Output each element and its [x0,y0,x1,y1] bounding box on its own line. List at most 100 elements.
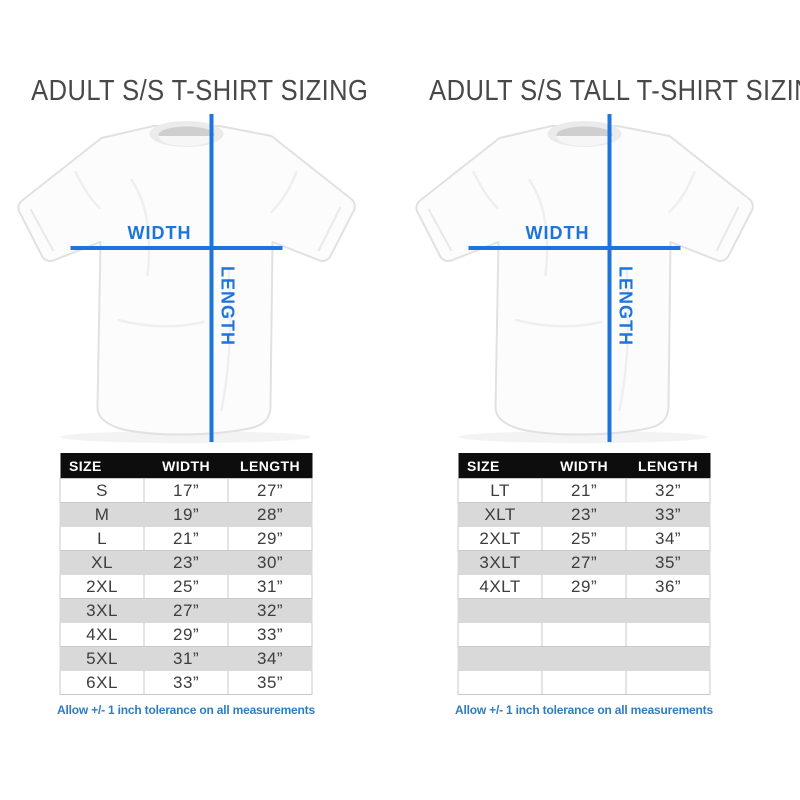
tolerance-note: Allow +/- 1 inch tolerance on all measur… [57,703,315,717]
table-row: 2XLT 25” 34” [457,526,711,551]
shirt-shadow [60,431,311,443]
cell-length [625,598,711,623]
sizing-panel-tall: ADULT S/S TALL T-SHIRT SIZING [408,0,800,800]
width-label: WIDTH [526,223,590,243]
cell-size: LT [457,478,543,503]
cell-size: 6XL [59,670,145,695]
tshirt-graphic: WIDTH LENGTH [415,114,754,443]
cell-length: 32” [227,598,313,623]
collar-front [158,136,215,146]
size-table-tall: SIZE WIDTH LENGTH LT 21” 32” XLT 23” 33”… [457,453,711,695]
table-row: 3XL 27” 32” [59,598,313,623]
cell-length [625,622,711,647]
panel-title: ADULT S/S TALL T-SHIRT SIZING [429,75,800,107]
cell-width: 33” [143,670,229,695]
cell-size: M [59,502,145,527]
shirt-body [415,125,754,436]
cell-length: 34” [227,646,313,671]
length-label: LENGTH [218,266,238,346]
width-label: WIDTH [128,223,192,243]
table-row: 6XL 33” 35” [59,670,313,695]
header-width: WIDTH [144,453,229,479]
right-cuff-seam [317,206,342,252]
cell-size: S [59,478,145,503]
table-row: 3XLT 27” 35” [457,550,711,575]
cell-size [457,598,543,623]
cell-length [625,670,711,695]
cell-size: XLT [457,502,543,527]
tshirt-image-regular: WIDTH LENGTH [14,110,359,448]
header-length: LENGTH [626,453,710,479]
tshirt-graphic: WIDTH LENGTH [17,114,356,443]
cell-size: 4XLT [457,574,543,599]
table-row: XL 23” 30” [59,550,313,575]
size-table-regular: SIZE WIDTH LENGTH S 17” 27” M 19” 28” L [59,453,313,695]
cell-size: XL [59,550,145,575]
table-header-row: SIZE WIDTH LENGTH [60,453,312,479]
cell-width: 23” [143,550,229,575]
cell-width: 29” [143,622,229,647]
table-row-empty [457,646,711,671]
cell-width: 19” [143,502,229,527]
cell-width: 31” [143,646,229,671]
cell-width [541,646,627,671]
cell-length: 32” [625,478,711,503]
table-row-empty [457,622,711,647]
table-row: 5XL 31” 34” [59,646,313,671]
right-cuff-seam [715,206,740,252]
cell-length: 35” [625,550,711,575]
table-row: LT 21” 32” [457,478,711,503]
cell-size: 4XL [59,622,145,647]
cell-size [457,622,543,647]
fabric-wrinkles [74,170,298,412]
cell-length: 27” [227,478,313,503]
table-row: L 21” 29” [59,526,313,551]
cell-size [457,670,543,695]
left-cuff-seam [29,208,55,252]
cell-width: 23” [541,502,627,527]
table-row-empty [457,670,711,695]
cell-width: 21” [541,478,627,503]
cell-length: 30” [227,550,313,575]
cell-width: 25” [541,526,627,551]
cell-width [541,670,627,695]
cell-length: 33” [227,622,313,647]
header-size: SIZE [458,453,543,479]
cell-length: 36” [625,574,711,599]
cell-size: 2XL [59,574,145,599]
cell-size: L [59,526,145,551]
cell-width: 27” [143,598,229,623]
header-size: SIZE [60,453,145,479]
left-cuff-seam [427,208,453,252]
cell-length [625,646,711,671]
shirt-body [17,125,356,436]
cell-width: 17” [143,478,229,503]
tolerance-note: Allow +/- 1 inch tolerance on all measur… [455,703,713,717]
table-header-row: SIZE WIDTH LENGTH [458,453,710,479]
cell-length: 33” [625,502,711,527]
cell-width [541,622,627,647]
cell-size: 5XL [59,646,145,671]
cell-length: 28” [227,502,313,527]
table-row: S 17” 27” [59,478,313,503]
table-row-empty [457,598,711,623]
fabric-wrinkles [472,170,696,412]
cell-length: 34” [625,526,711,551]
length-label: LENGTH [616,266,636,346]
cell-length: 35” [227,670,313,695]
cell-width: 21” [143,526,229,551]
cell-width: 25” [143,574,229,599]
cell-size: 2XLT [457,526,543,551]
table-row: 4XL 29” 33” [59,622,313,647]
table-row: 4XLT 29” 36” [457,574,711,599]
header-length: LENGTH [228,453,312,479]
table-row: M 19” 28” [59,502,313,527]
shirt-shadow [458,431,709,443]
table-row: XLT 23” 33” [457,502,711,527]
cell-size [457,646,543,671]
header-width: WIDTH [542,453,627,479]
sizing-panel-regular: ADULT S/S T-SHIRT SIZING [10,0,368,800]
cell-width: 29” [541,574,627,599]
cell-width [541,598,627,623]
